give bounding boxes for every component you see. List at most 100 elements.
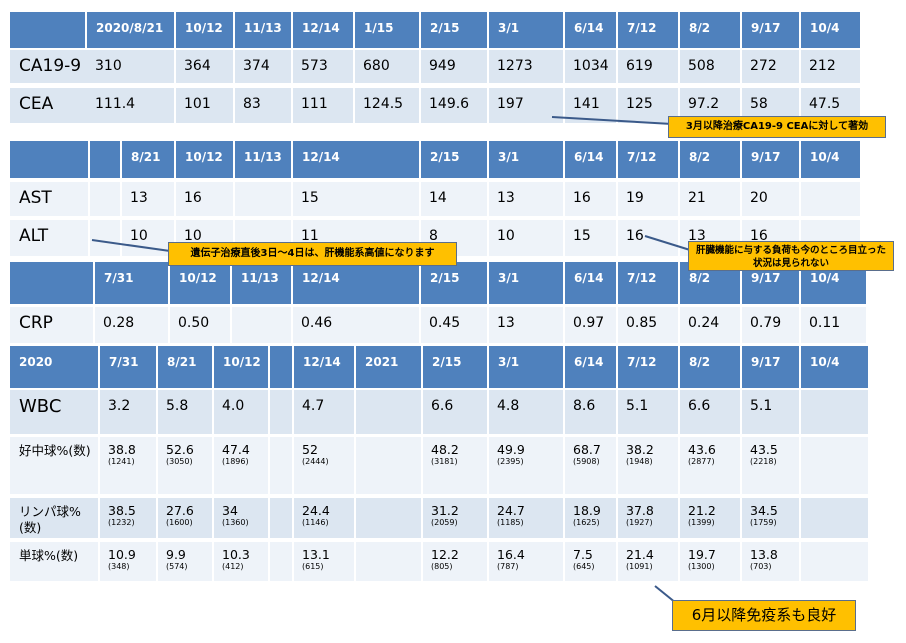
liver-header-11: 9/17: [742, 141, 799, 178]
liver-header-3: 10/12: [176, 141, 233, 178]
blood-cell: 52.6 (3050): [158, 437, 212, 494]
blood-cell: 43.6 (2877): [680, 437, 740, 494]
wbc-cell: 4.7: [294, 390, 354, 434]
crp-cell: 0.46: [293, 307, 419, 343]
blood-cell-percent: 47.4: [222, 442, 250, 457]
blood-header-3: 10/12: [214, 346, 268, 388]
wbc-cell: 8.6: [565, 390, 616, 434]
blood-header-2: 8/21: [158, 346, 212, 388]
blood-cell-percent: 13.8: [750, 547, 778, 562]
crp-cell: 0.50: [170, 307, 230, 343]
tumor-header-3: 11/13: [235, 12, 291, 48]
crp-header-7: 2/15: [421, 262, 487, 304]
crp-header-8: 3/1: [489, 262, 563, 304]
blood-cell-percent: 52.6: [166, 442, 194, 457]
blood-cell-percent: 43.5: [750, 442, 778, 457]
tumor-header-12: 10/4: [801, 12, 860, 48]
blood-cell-percent: 24.4: [302, 503, 330, 518]
crp-header-9: 6/14: [565, 262, 616, 304]
blood-row-label: 好中球%(数): [10, 437, 98, 494]
crp-cell: 0.45: [421, 307, 487, 343]
blood-cell-count: (615): [302, 562, 324, 571]
blood-cell: 34 (1360): [214, 498, 268, 538]
blood-cell-count: (2059): [431, 518, 458, 527]
crp-cell: 0.79: [742, 307, 799, 343]
tumor-cell: 149.6: [421, 88, 487, 123]
blood-cell-percent: 31.2: [431, 503, 459, 518]
tumor-cell: 619: [618, 50, 678, 83]
blood-header-9: 6/14: [565, 346, 616, 388]
blood-cell: 38.2 (1948): [618, 437, 678, 494]
tumor-cell: 111.4: [87, 88, 174, 123]
blood-cell-count: (2444): [302, 457, 329, 466]
tumor-header-2: 10/12: [176, 12, 233, 48]
crp-cell: [232, 307, 291, 343]
blood-header-4: [270, 346, 292, 388]
wbc-cell: 3.2: [100, 390, 156, 434]
blood-cell: 24.7 (1185): [489, 498, 563, 538]
blood-header-12: 9/17: [742, 346, 799, 388]
blood-row-label: 単球%(数): [10, 542, 98, 581]
tumor-header-10: 8/2: [680, 12, 740, 48]
blood-cell: 37.8 (1927): [618, 498, 678, 538]
tumor-cell: 141: [565, 88, 616, 123]
liver-cell: 16: [618, 220, 678, 256]
blood-cell-count: (805): [431, 562, 453, 571]
tumor-cell: 310: [87, 50, 174, 83]
blood-cell-count: (1185): [497, 518, 524, 527]
tumor-cell: 1273: [489, 50, 563, 83]
tumor-header-5: 1/15: [355, 12, 419, 48]
blood-cell-count: (574): [166, 562, 188, 571]
crp-cell: 0.85: [618, 307, 678, 343]
wbc-cell: 6.6: [680, 390, 740, 434]
tumor-row-label: CA19-9: [10, 50, 95, 83]
liver-header-4: 11/13: [235, 141, 291, 178]
liver-cell: 10: [489, 220, 563, 256]
blood-cell: 43.5 (2218): [742, 437, 799, 494]
crp-cell: 13: [489, 307, 563, 343]
blood-cell-count: (703): [750, 562, 772, 571]
liver-cell: 19: [618, 182, 678, 216]
wbc-cell: 4.0: [214, 390, 268, 434]
blood-cell-percent: 9.9: [166, 547, 186, 562]
blood-cell: 68.7 (5908): [565, 437, 616, 494]
tumor-header-4: 12/14: [293, 12, 353, 48]
wbc-cell: 5.1: [618, 390, 678, 434]
tumor-cell: 111: [293, 88, 353, 123]
tumor-cell: 124.5: [355, 88, 419, 123]
blood-cell-percent: 68.7: [573, 442, 601, 457]
crp-row-label: CRP: [10, 307, 93, 343]
tumor-cell: 680: [355, 50, 419, 83]
blood-cell: 13.1 (615): [294, 542, 354, 581]
blood-cell: [270, 437, 292, 494]
blood-cell: 9.9 (574): [158, 542, 212, 581]
blood-cell: 24.4 (1146): [294, 498, 354, 538]
liver-row-label: AST: [10, 182, 88, 216]
crp-cell: 0.11: [801, 307, 866, 343]
blood-cell-percent: 34.5: [750, 503, 778, 518]
blood-cell-percent: 48.2: [431, 442, 459, 457]
blood-cell: [356, 498, 421, 538]
liver-header-9: 7/12: [618, 141, 678, 178]
callout-line-tumor: [551, 116, 673, 125]
blood-header-1: 7/31: [100, 346, 156, 388]
crp-header-1: 7/31: [95, 262, 168, 304]
liver-header-10: 8/2: [680, 141, 740, 178]
blood-cell-count: (1927): [626, 518, 653, 527]
note-liver-function: 肝臓機能に与する負荷も今のところ目立った状況は見られない: [688, 241, 894, 271]
blood-cell-count: (1091): [626, 562, 653, 571]
blood-cell: 31.2 (2059): [423, 498, 487, 538]
tumor-cell: 212: [801, 50, 860, 83]
blood-cell: 38.5 (1232): [100, 498, 156, 538]
blood-cell-count: (3181): [431, 457, 458, 466]
tumor-header-6: 2/15: [421, 12, 487, 48]
blood-cell-percent: 43.6: [688, 442, 716, 457]
liver-header-0: [10, 141, 88, 178]
blood-cell: [356, 542, 421, 581]
wbc-cell: [801, 390, 868, 434]
tumor-cell: 83: [235, 88, 291, 123]
blood-cell-count: (1300): [688, 562, 715, 571]
tumor-header-9: 7/12: [618, 12, 678, 48]
blood-cell-percent: 34: [222, 503, 238, 518]
liver-cell: 16: [176, 182, 233, 216]
